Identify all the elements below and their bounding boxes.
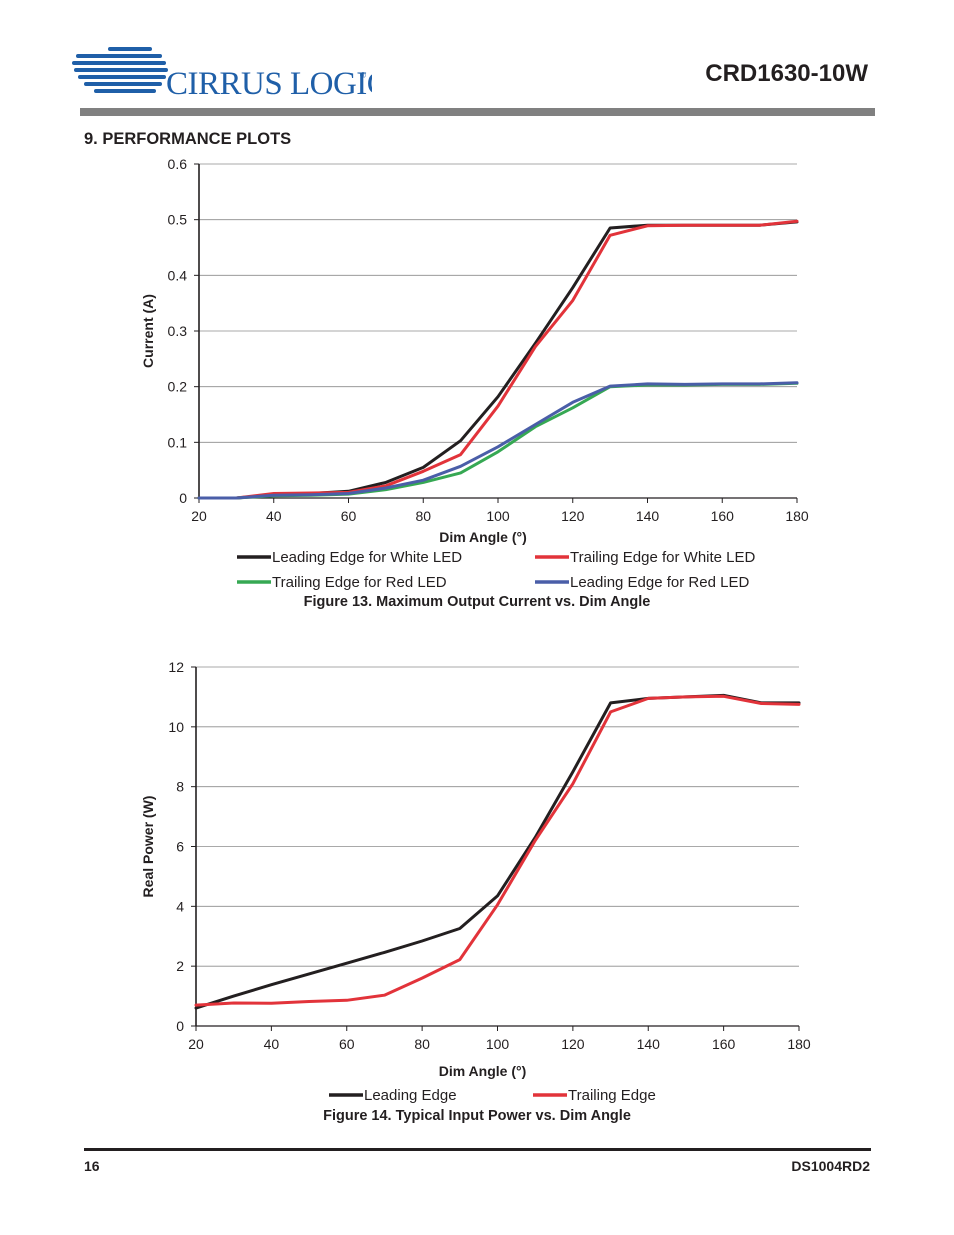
y-axis-label: Current (A) [140,294,156,368]
x-tick-label: 100 [486,508,510,524]
series-line-4 [197,381,799,500]
legend-label: Leading Edge for Red LED [570,574,749,591]
series-line-3 [197,381,799,500]
x-tick-label: 160 [711,508,735,524]
logo-swoosh-icon [72,47,168,93]
x-tick-label: 120 [561,508,585,524]
footer-divider [84,1148,871,1151]
x-tick-label: 80 [415,508,431,524]
x-tick-label: 140 [637,1036,661,1052]
header-divider [80,108,875,116]
x-tick-label: 40 [264,1036,280,1052]
x-tick-label: 20 [191,508,207,524]
x-tick-label: 20 [188,1036,204,1052]
x-tick-label: 140 [636,508,660,524]
section-heading: 9. PERFORMANCE PLOTS [84,130,292,148]
registered-mark: ® [360,71,366,80]
legend-label: Leading Edge for White LED [272,549,462,566]
y-tick-label: 0.2 [168,379,188,395]
figure-14-caption: Figure 14. Typical Input Power vs. Dim A… [323,1108,631,1124]
x-tick-label: 80 [414,1036,430,1052]
y-tick-label: 12 [168,659,184,675]
y-tick-label: 0.4 [168,267,188,283]
series-line-1 [194,693,801,1010]
series-line-2 [194,694,801,1007]
x-tick-label: 60 [341,508,357,524]
x-axis-label: Dim Angle (°) [439,529,527,545]
y-tick-label: 6 [176,839,184,855]
y-tick-label: 10 [168,719,184,735]
power-vs-dim-angle-chart: 0 2 4 6 8 10 12 20 40 60 80 100 120 140 160 180 Dim Angl… [140,659,811,1104]
y-axis-label: Real Power (W) [140,796,156,898]
logo-wordmark: CIRRUS LOGIC [166,66,372,102]
x-tick-label: 120 [561,1036,585,1052]
y-tick-label: 0.6 [168,156,188,172]
y-tick-label: 0 [176,1018,184,1034]
legend-label: Trailing Edge [568,1087,656,1104]
x-tick-label: 180 [785,508,809,524]
x-tick-label: 180 [787,1036,811,1052]
y-tick-label: 2 [176,958,184,974]
x-tick-label: 60 [339,1036,355,1052]
legend-label: Trailing Edge for White LED [570,549,756,566]
legend-label: Leading Edge [364,1087,457,1104]
y-tick-label: 8 [176,779,184,795]
y-tick-label: 4 [176,898,184,914]
page-number: 16 [84,1158,100,1174]
x-tick-label: 160 [712,1036,736,1052]
document-code: DS1004RD2 [791,1158,870,1174]
series-line-1 [197,220,799,500]
x-axis-label: Dim Angle (°) [439,1063,527,1079]
figure-13-caption: Figure 13. Maximum Output Current vs. Di… [303,594,651,610]
series-line-2 [197,219,799,500]
current-vs-dim-angle-chart: 0 0.1 0.2 0.3 0.4 0.5 0.6 20 40 60 80 100 120 140 160 1… [140,156,809,591]
y-tick-label: 0.5 [168,212,188,228]
x-tick-label: 100 [486,1036,510,1052]
x-tick-label: 40 [266,508,282,524]
y-tick-label: 0 [179,490,187,506]
y-tick-label: 0.3 [168,323,188,339]
document-title: CRD1630-10W [705,60,868,87]
cirrus-logic-logo: CIRRUS LOGIC ® [72,47,372,102]
legend-label: Trailing Edge for Red LED [272,574,447,591]
y-tick-label: 0.1 [168,434,188,450]
